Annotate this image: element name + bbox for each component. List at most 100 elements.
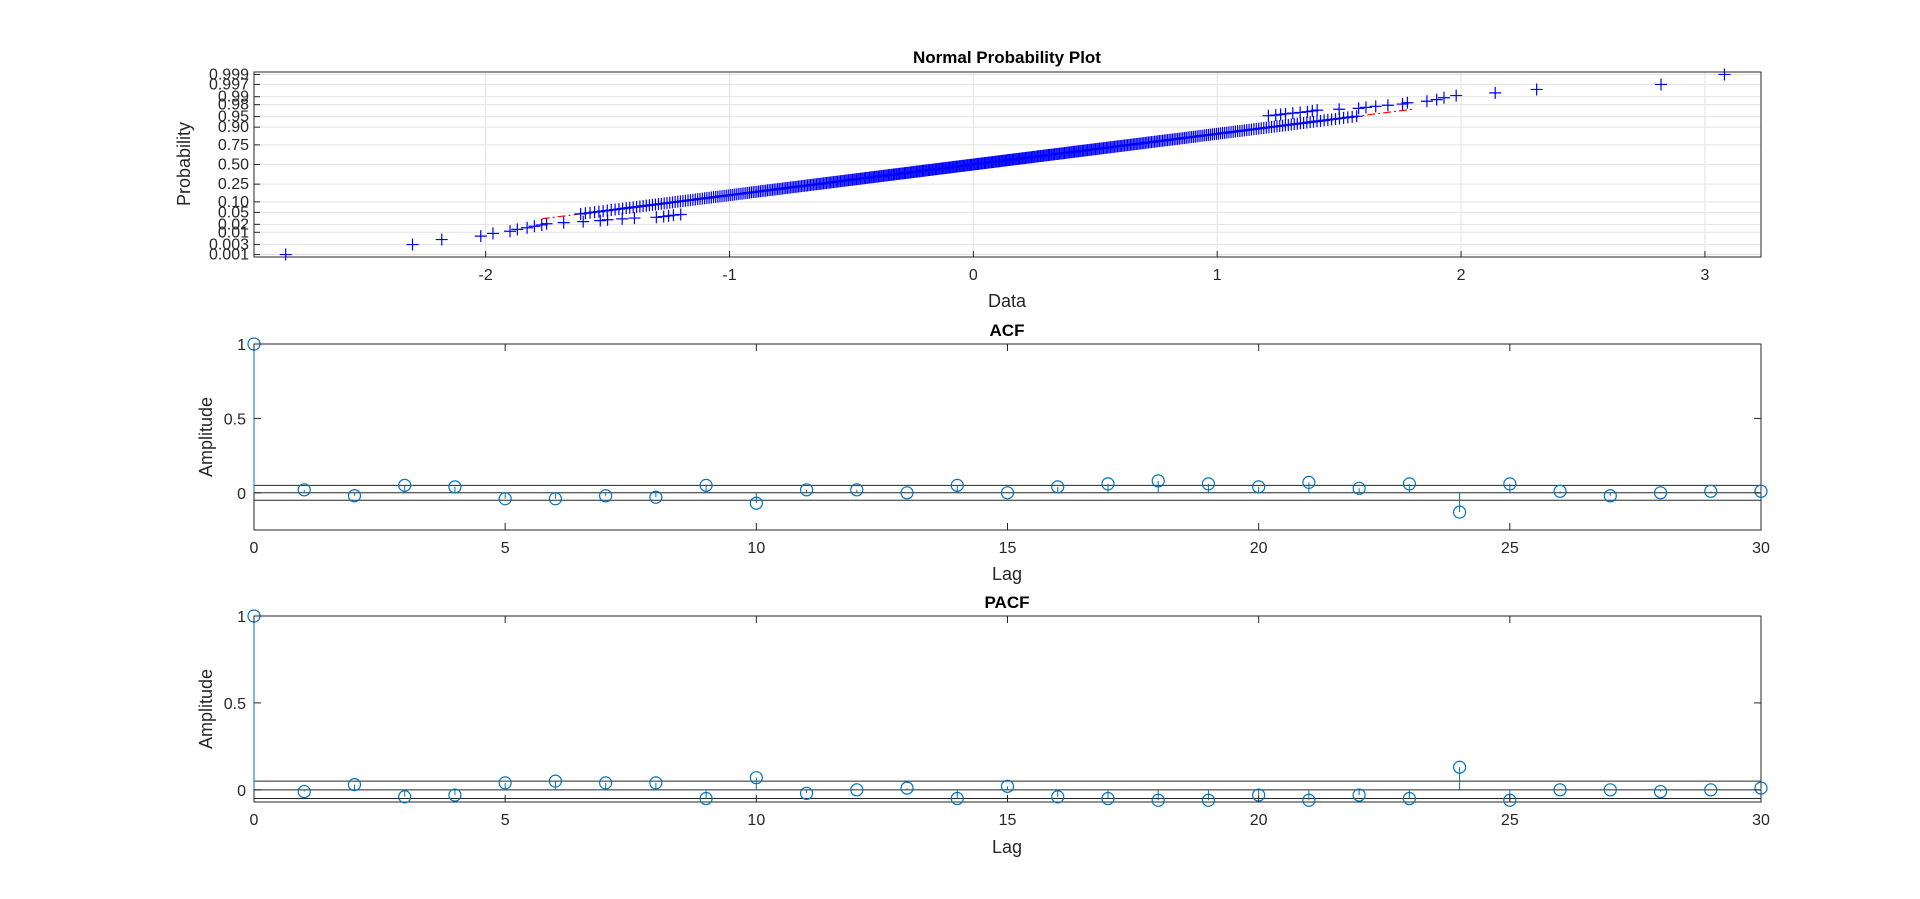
acf-stem-marker <box>1201 477 1216 491</box>
pacf-y-tick-label: 1 <box>237 609 246 626</box>
pacf-stem-marker <box>1000 779 1015 793</box>
npp-y-tick-label: 0.02 <box>218 216 249 233</box>
acf-stem-marker <box>347 489 362 503</box>
npp-point <box>435 233 448 246</box>
pacf-x-ticks: 0 5 10 15 20 25 30 <box>250 616 1770 829</box>
pacf-y-tick-label: 0 <box>237 783 246 800</box>
pacf-x-tick-label: 5 <box>501 812 510 829</box>
npp-point <box>504 225 517 238</box>
pacf-stem-marker <box>950 791 964 806</box>
acf-stem-marker <box>398 478 412 492</box>
npp-x-tick-label: 0 <box>969 267 978 284</box>
npp-point <box>1450 89 1463 102</box>
npp-point <box>616 212 629 225</box>
pacf-stem-marker <box>1151 793 1165 807</box>
acf-x-ticks: 0 5 10 15 20 25 30 <box>250 344 1770 557</box>
npp-y-tick-label: 0.90 <box>218 119 249 136</box>
npp-point <box>1262 109 1275 122</box>
npp-x-tick-label: -1 <box>722 267 736 284</box>
npp-title: Normal Probability Plot <box>913 48 1101 67</box>
npp-y-tick-label: 0.001 <box>209 247 249 264</box>
acf-y-tick-label: 0.5 <box>224 411 246 428</box>
pacf-stem-marker <box>1302 793 1316 807</box>
acf-stem-marker <box>1553 484 1567 498</box>
npp-point <box>1311 104 1324 117</box>
npp-y-tick-label: 0.98 <box>218 97 249 114</box>
acf-stem-marker <box>297 483 311 497</box>
pacf-x-tick-label: 20 <box>1250 812 1268 829</box>
acf-stem-marker <box>1603 489 1617 503</box>
npp-point <box>1489 86 1502 99</box>
npp-point <box>279 248 292 261</box>
npp-point <box>474 230 487 243</box>
acf-stem-marker <box>1000 486 1015 500</box>
npp-point <box>1350 110 1363 123</box>
acf-stem-marker <box>599 489 613 503</box>
acf-x-tick-label: 15 <box>999 540 1017 557</box>
acf-stem-marker <box>799 483 814 497</box>
acf-stem-marker <box>850 483 864 497</box>
acf-stem-marker <box>649 490 663 504</box>
pacf-stem-marker <box>1051 790 1065 804</box>
pacf-stem-marker <box>1704 783 1718 797</box>
pacf-x-tick-label: 0 <box>250 812 259 829</box>
npp-point <box>1269 109 1282 122</box>
acf-stem-marker <box>548 492 563 506</box>
npp-point <box>1381 99 1394 112</box>
npp-point <box>521 221 534 234</box>
acf-stem-marker <box>1302 475 1316 489</box>
acf-stem-marker <box>1704 484 1718 498</box>
pacf-stem-marker <box>1201 793 1216 807</box>
npp-point <box>1306 104 1319 117</box>
acf-x-tick-label: 10 <box>747 540 765 557</box>
pacf-y-tick-label: 0.5 <box>224 696 246 713</box>
acf-stem-marker <box>1101 477 1115 491</box>
pacf-stem-marker <box>398 790 412 804</box>
npp-y-tick-label: 0.10 <box>218 194 249 211</box>
acf-stem-marker <box>1452 505 1467 519</box>
npp-point <box>574 207 587 220</box>
npp-point <box>535 218 548 231</box>
npp-y-label: Probability <box>174 122 194 206</box>
acf-confidence-bounds <box>254 484 1761 501</box>
npp-y-tick-label: 0.99 <box>218 89 249 106</box>
npp-point <box>528 220 541 233</box>
npp-y-tick-label: 0.50 <box>218 157 249 174</box>
npp-x-label: Data <box>988 291 1027 311</box>
pacf-stem-marker <box>1653 784 1668 799</box>
pacf-title: PACF <box>984 593 1029 612</box>
acf-y-label: Amplitude <box>196 397 216 477</box>
acf-stem-marker <box>749 496 763 510</box>
npp-point <box>557 216 570 229</box>
acf-y-tick-label: 0 <box>237 486 246 503</box>
npp-point <box>628 212 641 225</box>
npp-point <box>674 208 687 221</box>
npp-point <box>1396 98 1409 111</box>
npp-point <box>650 211 663 224</box>
pacf-stem-marker <box>1352 788 1366 802</box>
acf-stem-marker <box>1402 477 1416 491</box>
acf-stem-marker <box>1503 477 1517 491</box>
npp-point <box>1359 101 1372 114</box>
npp-data-points <box>279 68 1731 261</box>
npp-point <box>1420 95 1433 108</box>
pacf-stem-marker <box>649 776 663 790</box>
acf-stem-marker <box>1051 480 1065 494</box>
acf-title: ACF <box>990 321 1025 340</box>
pacf-stem-marker <box>799 786 814 800</box>
pacf-stem-marker <box>850 783 864 797</box>
npp-point <box>511 223 524 236</box>
pacf-stem-marker <box>498 776 512 790</box>
pacf-stem-marker <box>1603 783 1617 797</box>
pacf-x-tick-label: 30 <box>1752 812 1770 829</box>
pacf-y-ticks: 00.51 <box>224 609 1761 800</box>
acf-stem-marker <box>1754 484 1768 498</box>
pacf-x-tick-label: 15 <box>999 812 1017 829</box>
acf-axes: 0 5 10 15 20 25 30 00.51 ACF Lag Amplitude <box>196 321 1770 584</box>
pacf-stem-marker <box>297 784 311 799</box>
npp-y-tick-label: 0.997 <box>209 76 249 93</box>
npp-point <box>662 209 675 222</box>
acf-stem-marker <box>1653 486 1668 500</box>
